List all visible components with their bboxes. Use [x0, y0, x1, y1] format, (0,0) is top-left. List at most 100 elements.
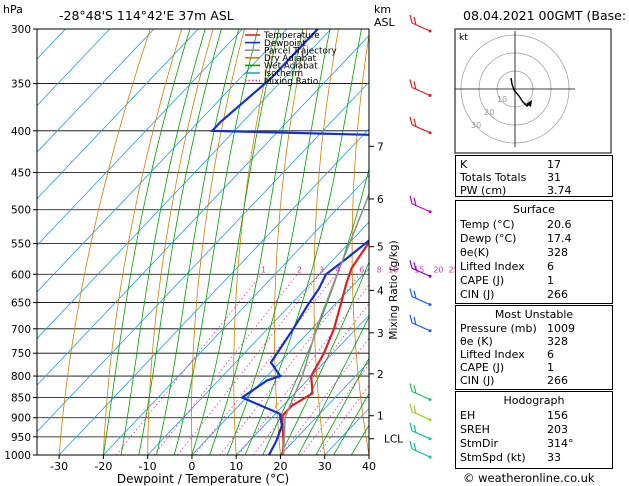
temp-tick-label: 10: [229, 460, 243, 473]
temp-tick-label: 40: [362, 460, 376, 473]
wind-barb-flag: [409, 440, 413, 450]
legend-label: Dewpoint: [264, 39, 306, 49]
wet-adiabat-line: [333, 392, 369, 455]
surface-row: Temp (°C) 20.6: [460, 218, 572, 231]
isotherm-line: [37, 29, 110, 107]
pressure-tick-label: 750: [11, 348, 31, 360]
km-tick-label: 6: [377, 194, 384, 206]
storm-motion-arrow: [526, 100, 532, 107]
most-unstable-title: Most Unstable: [494, 308, 574, 321]
mixing-ratio-label: 4: [335, 265, 340, 274]
wind-barb-dot: [428, 210, 432, 214]
mixing-ratio-label: 6: [359, 265, 364, 274]
profile-parcel-trajectory: [282, 192, 369, 455]
pressure-tick-label: 400: [11, 126, 31, 138]
pressure-tick-label: 650: [11, 298, 31, 310]
isotherm-line: [58, 128, 369, 455]
mu-row: Pressure (mb) 1009: [460, 322, 575, 335]
wind-barb-flag: [413, 385, 417, 394]
wet-adiabat-line: [280, 260, 369, 455]
km-tick-label: 1: [377, 411, 384, 423]
wind-barb: [411, 267, 431, 277]
mixing-ratio-line: [280, 337, 369, 455]
km-tick-label: 5: [377, 242, 384, 254]
indices-panel: K 17 Totals Totals 31 PW (cm) 3.74: [455, 155, 613, 197]
pressure-tick-label: 900: [11, 413, 31, 425]
temp-tick-label: 20: [273, 460, 287, 473]
legend-label: Mixing Ratio: [264, 77, 318, 87]
profile-temperature: [281, 240, 369, 455]
mixing-ratio-label: 10: [388, 265, 398, 274]
copyright-footer: © weatheronline.co.uk: [463, 471, 595, 485]
wind-barb-dot: [428, 455, 432, 459]
wet-adiabat-line: [138, 29, 222, 455]
hodograph-ring-label: 30: [471, 121, 481, 130]
pressure-tick-label: 350: [11, 79, 31, 91]
wet-adiabat-line: [315, 357, 369, 455]
wind-barb: [411, 124, 431, 134]
pressure-tick-label: 450: [11, 167, 31, 179]
wet-adiabat-line: [173, 29, 259, 455]
hodograph-stats-title: Hodograph: [503, 394, 565, 407]
km-tick-label: 3: [377, 328, 384, 340]
isotherm-line: [37, 29, 155, 153]
legend-label: Wet Adiabat: [264, 62, 318, 72]
mixing-ratio-label: 8: [377, 265, 382, 274]
isotherm-line: [103, 174, 369, 455]
wind-barb-flag: [409, 314, 413, 323]
hodograph-trace: [510, 77, 531, 108]
temp-tick-label: 0: [188, 460, 195, 473]
hodo-row: StmSpd (kt) 33: [460, 451, 561, 464]
index-row-k: K 17: [460, 158, 561, 171]
pressure-tick-label: 800: [11, 371, 31, 383]
wind-barb-flag: [413, 442, 417, 452]
wet-adiabat-line: [244, 29, 362, 455]
surface-row: θe(K) 328: [460, 246, 568, 259]
wind-barb-flag: [409, 14, 413, 24]
hodograph-ring-label: 20: [484, 108, 494, 117]
isotherm-line: [37, 29, 66, 60]
wet-adiabat-line: [191, 29, 280, 455]
km-tick-label: 2: [377, 369, 384, 381]
mixing-ratio-label: 15: [414, 265, 424, 274]
wet-adiabat-line: [120, 29, 206, 455]
wind-barb: [411, 411, 431, 421]
isotherm-line: [280, 361, 369, 455]
temp-tick-label: -10: [139, 460, 157, 473]
dry-adiabat-line: [233, 29, 277, 455]
plot-frame: [36, 28, 370, 456]
wind-barb-dot: [428, 418, 432, 422]
dry-adiabat-line: [621, 29, 629, 455]
mixing-ratio-label: 3: [319, 265, 324, 274]
mixing-ratio-line: [252, 302, 369, 455]
surface-row: Lifted Index 6: [460, 260, 554, 273]
hodo-row: EH 156: [460, 409, 568, 422]
wind-barb-dot: [428, 274, 432, 278]
dry-adiabat-line: [147, 29, 214, 455]
dry-adiabat-line: [351, 32, 369, 455]
legend-label: Dry Adiabat: [264, 54, 317, 64]
hpa-label: hPa: [3, 3, 23, 16]
wind-barb-dot: [428, 303, 432, 307]
wind-barb-flag: [413, 290, 417, 299]
axes: 1 2 3 4 6 8 10 15 20 2530035040045050055060065070…: [4, 24, 458, 486]
index-row-pw: PW (cm) 3.74: [460, 184, 572, 197]
surface-row: CIN (J) 266: [460, 288, 568, 301]
index-row-tt: Totals Totals 31: [460, 171, 561, 184]
wind-barb: [411, 86, 431, 97]
legend-label: Isotherm: [264, 69, 303, 79]
wind-barb-flag: [409, 116, 413, 125]
mixing-ratio-label: 20: [433, 265, 443, 274]
temp-tick-label: -20: [94, 460, 112, 473]
wind-barb-dot: [428, 437, 432, 441]
wet-adiabat-line: [156, 29, 240, 455]
mu-row: CIN (J) 266: [460, 374, 568, 387]
wind-barb: [411, 390, 431, 401]
dry-adiabat-line: [103, 29, 183, 455]
temp-tick-label: 30: [318, 460, 332, 473]
wet-adiabat-line: [226, 29, 331, 455]
wind-barb-flag: [409, 383, 413, 392]
mixing-ratio-line: [177, 274, 320, 455]
dry-adiabat-line: [274, 29, 308, 455]
